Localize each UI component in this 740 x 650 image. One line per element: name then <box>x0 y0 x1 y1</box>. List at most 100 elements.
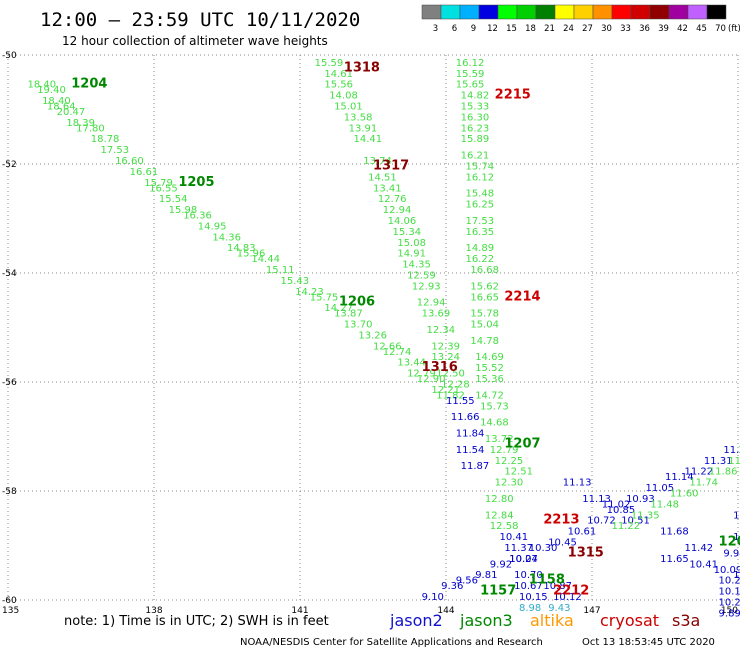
x-tick-label: 141 <box>291 606 308 616</box>
data-point-label: 15.54 <box>159 194 188 205</box>
data-point-label: 11.54 <box>456 445 485 456</box>
colorbar-swatch <box>421 4 442 20</box>
data-point-label: 15.73 <box>480 401 509 412</box>
colorbar-swatch <box>649 4 670 20</box>
time-label: 1318 <box>344 60 380 75</box>
data-point-label: 14.91 <box>397 249 426 260</box>
grid-lines <box>7 54 739 601</box>
data-point-label: 15.74 <box>465 161 494 172</box>
colorbar-unit: (ft) <box>728 24 740 34</box>
data-point-label: 18.39 <box>66 118 95 129</box>
data-point-label: 10.12 <box>553 592 582 603</box>
data-point-label: 14.82 <box>461 91 490 102</box>
colorbar-label: 15 <box>506 24 517 34</box>
data-point-label: 11.87 <box>461 461 490 472</box>
data-point-label: 13.70 <box>344 320 373 331</box>
data-point-label: 17.80 <box>76 123 105 134</box>
x-tick-label: 147 <box>583 606 600 616</box>
time-label: 1205 <box>178 175 214 190</box>
data-point-label: 20.47 <box>57 107 86 118</box>
data-point-label: 10.87 <box>543 581 572 592</box>
data-point-label: 10.30 <box>529 543 558 554</box>
data-point-label: 15.79 <box>144 178 173 189</box>
data-point-label: 15.01 <box>334 102 363 113</box>
data-point-label: 15.33 <box>461 102 490 113</box>
data-point-label: 15.59 <box>315 58 344 69</box>
legend-altika: altika <box>530 611 574 630</box>
data-point-label: 10.41 <box>500 532 529 543</box>
data-point-label: 11.39 <box>723 445 740 456</box>
data-point-label: 15.04 <box>470 320 499 331</box>
footer-note: note: 1) Time is in UTC; 2) SWH is in fe… <box>64 614 329 629</box>
data-point-label: 9.56 <box>456 576 478 587</box>
colorbar-label: 45 <box>696 24 707 34</box>
data-point-label: 12.84 <box>485 510 514 521</box>
data-point-label: 17.53 <box>100 145 129 156</box>
data-point-label: 17.53 <box>465 216 494 227</box>
data-point-label: 14.68 <box>480 418 509 429</box>
time-label: 1317 <box>373 158 409 173</box>
data-point-label: 15.11 <box>266 265 295 276</box>
data-point-label: 13.72 <box>485 434 514 445</box>
y-tick-label: -52 <box>2 160 17 170</box>
data-point-label: 14.41 <box>354 134 383 145</box>
data-point-label: 15.52 <box>475 363 504 374</box>
x-tick-label: 144 <box>437 606 454 616</box>
data-point-label: 12.39 <box>431 341 460 352</box>
data-point-label: 10.59 <box>733 570 740 581</box>
data-point-label: 12.34 <box>427 325 456 336</box>
colorbar-label: 33 <box>620 24 631 34</box>
satellite-legend: jason2 jason3 altika cryosat s3a <box>389 611 700 630</box>
data-point-label: 16.23 <box>461 123 490 134</box>
data-point-label: 15.96 <box>237 249 266 260</box>
colorbar-label: 18 <box>525 24 536 34</box>
data-point-label: 13.26 <box>358 330 387 341</box>
data-point-label: 14.36 <box>212 232 241 243</box>
data-point-label: 15.89 <box>461 134 490 145</box>
data-point-label: 14.78 <box>470 336 499 347</box>
legend-jason3: jason3 <box>459 611 513 630</box>
data-point-label: 11.22 <box>684 467 713 478</box>
colorbar-swatch <box>592 4 613 20</box>
time-label: 2214 <box>504 289 540 304</box>
time-label: 1157 <box>480 584 516 599</box>
data-point-label: 12.30 <box>495 478 524 489</box>
data-point-label: 18.40 <box>42 96 71 107</box>
data-point-label: 10.04 <box>509 554 538 565</box>
data-point-label: 15.43 <box>281 276 310 287</box>
x-tick-label: 135 <box>2 606 19 616</box>
data-point-label: 15.62 <box>470 281 499 292</box>
data-point-label: 12.93 <box>412 281 441 292</box>
colorbar-label: 12 <box>487 24 498 34</box>
data-point-label: 11.82 <box>436 390 465 401</box>
colorbar-swatch <box>706 4 727 20</box>
data-point-label: 15.65 <box>456 80 485 91</box>
data-point-label: 10.41 <box>689 559 718 570</box>
data-point-label: 15.78 <box>470 309 499 320</box>
data-point-label: 14.23 <box>295 287 324 298</box>
time-label: 2213 <box>543 513 579 528</box>
data-point-label: 9.36 <box>441 581 463 592</box>
data-point-label: 10.15 <box>519 592 548 603</box>
data-point-label: 11.37 <box>504 543 533 554</box>
data-point-label: 10.24 <box>719 597 740 608</box>
data-point-label: 13.41 <box>373 183 402 194</box>
data-point-label: 9.94 <box>723 548 740 559</box>
time-label: 1207 <box>504 436 540 451</box>
colorbar-label: 30 <box>601 24 612 34</box>
data-point-label: 12.94 <box>383 205 412 216</box>
data-point-label: 12.79 <box>490 445 519 456</box>
colorbar-swatch <box>668 4 689 20</box>
data-point-label: 10.67 <box>514 581 543 592</box>
data-point-label: 15.98 <box>169 205 198 216</box>
data-point-label: 12.28 <box>441 379 470 390</box>
legend-s3a: s3a <box>672 611 700 630</box>
data-point-label: 12.50 <box>436 369 465 380</box>
time-label: 120 <box>719 535 740 550</box>
data-point-label: 12.80 <box>485 494 514 505</box>
data-point-label: 9.89 <box>719 608 740 619</box>
data-point-label: 15.34 <box>392 227 421 238</box>
time-label: 2212 <box>553 584 589 599</box>
data-point-label: 14.61 <box>324 69 353 80</box>
data-point-label: 12.94 <box>417 298 446 309</box>
